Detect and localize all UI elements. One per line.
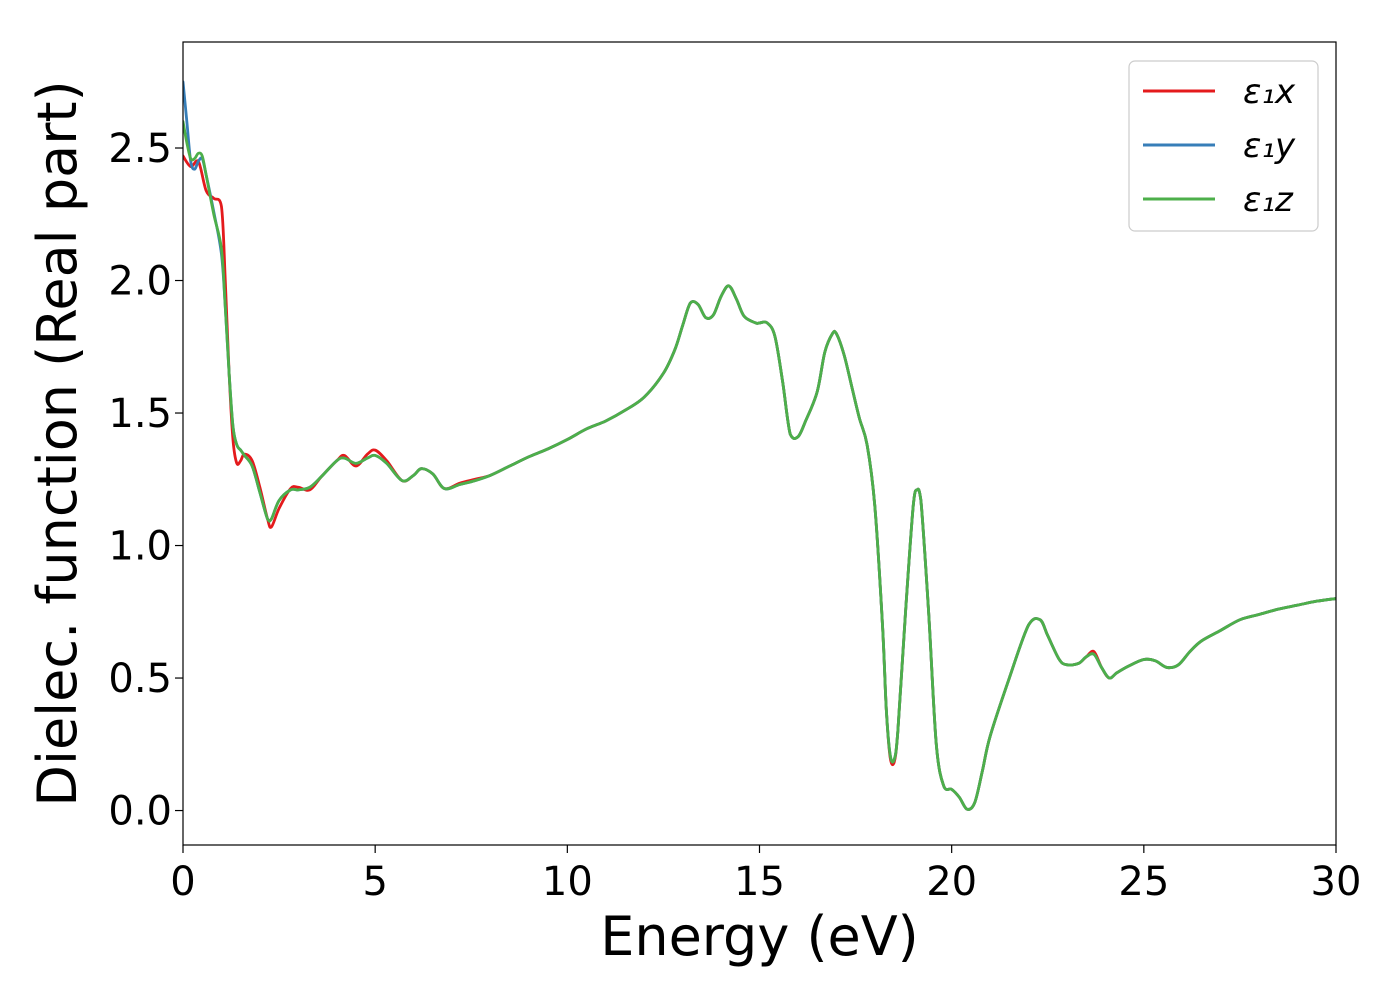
- series-layer: [183, 80, 1336, 811]
- y-axis: 0.0 0.5 1.0 1.5 2.0 2.5: [108, 126, 183, 835]
- x-tick-label: 30: [1311, 859, 1362, 905]
- x-axis: 0 5 10 15 20 25 30: [170, 845, 1361, 905]
- legend-box: [1128, 60, 1319, 232]
- y-tick-label: 1.0: [108, 524, 172, 570]
- x-tick-label: 10: [542, 859, 593, 905]
- y-tick-label: 0.0: [108, 789, 172, 835]
- series-line-3: [183, 120, 1336, 811]
- x-tick-label: 20: [926, 859, 977, 905]
- x-axis-label: Energy (eV): [600, 905, 919, 968]
- x-tick-label: 0: [170, 859, 195, 905]
- x-tick-label: 5: [362, 859, 387, 905]
- x-tick-label: 15: [734, 859, 785, 905]
- y-tick-label: 0.5: [108, 656, 172, 702]
- y-tick-label: 2.0: [108, 259, 172, 305]
- x-tick-label: 25: [1118, 859, 1169, 905]
- legend-label-1: ε₁x: [1243, 72, 1296, 112]
- legend-label-2: ε₁y: [1243, 126, 1296, 166]
- y-tick-label: 2.5: [108, 126, 172, 172]
- legend-label-3: ε₁z: [1243, 180, 1294, 220]
- y-tick-label: 1.5: [108, 391, 172, 437]
- y-axis-label: Dielec. function (Real part): [26, 80, 89, 806]
- legend: ε₁x ε₁y ε₁z: [1128, 60, 1319, 232]
